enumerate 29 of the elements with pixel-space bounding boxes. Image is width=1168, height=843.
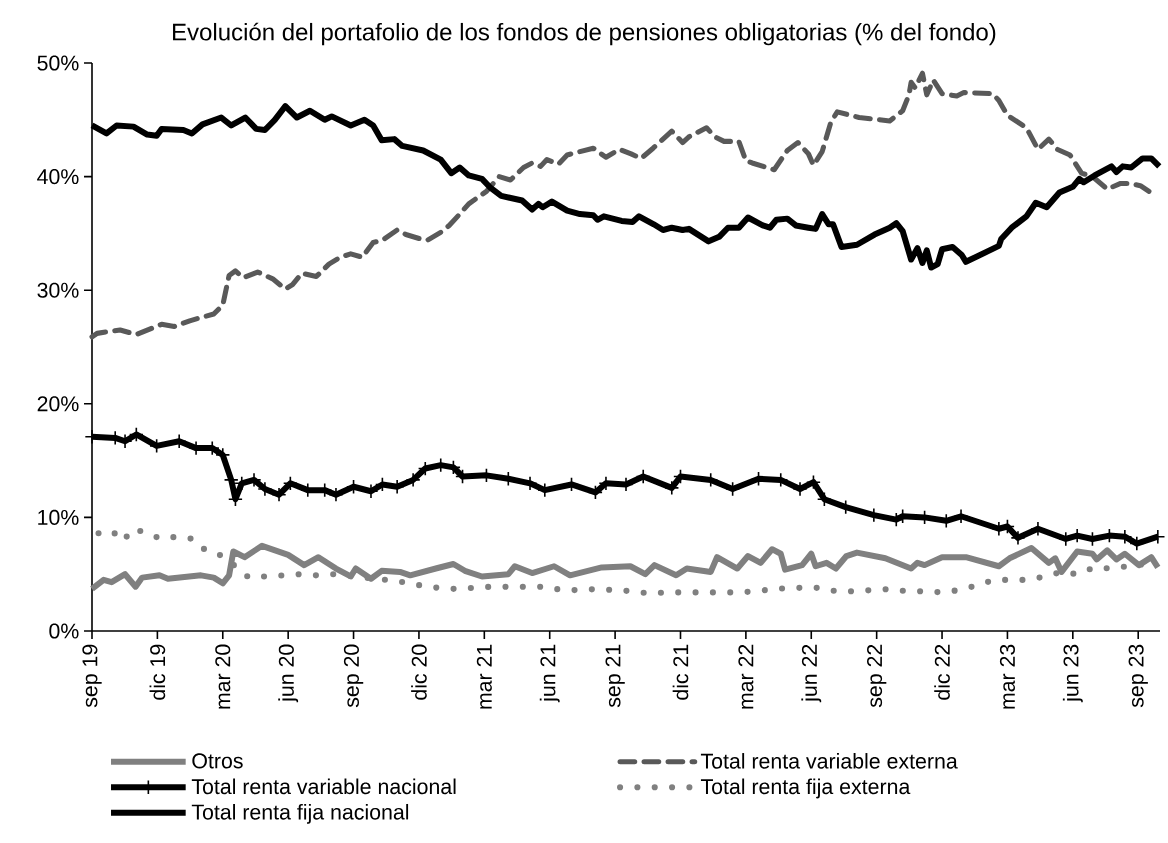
y-tick-label: 30% xyxy=(37,282,79,298)
y-tick-label: 50% xyxy=(37,55,79,71)
y-tick-label: 20% xyxy=(37,396,79,412)
y-tick-label: 40% xyxy=(37,169,79,185)
legend-label: Total renta fija externa xyxy=(700,778,911,799)
legend-label: Total renta fija nacional xyxy=(191,803,409,824)
x-tick-label: dic 21 xyxy=(672,644,689,700)
x-tick-label: sep 22 xyxy=(867,644,887,708)
x-tick-label: sep 19 xyxy=(82,644,102,708)
x-tick-label: sep 21 xyxy=(605,644,625,708)
x-tick-label: mar 22 xyxy=(738,644,754,709)
x-tick-label: dic 22 xyxy=(934,644,950,700)
x-tick-label: dic 19 xyxy=(149,644,166,700)
x-tick-label: jun 21 xyxy=(539,644,560,703)
chart-title: Evolución del portafolio de los fondos de pensiones obligatorias (% del fondo) xyxy=(173,22,996,46)
x-tick-label: dic 20 xyxy=(411,644,427,700)
legend-label: Otros xyxy=(192,753,243,769)
x-tick-label: sep 23 xyxy=(1128,644,1148,708)
y-tick-label: 0% xyxy=(49,623,79,639)
y-tick-label: 10% xyxy=(38,509,79,525)
x-tick-label: jun 23 xyxy=(1062,644,1083,703)
x-tick-label: jun 22 xyxy=(801,644,822,703)
x-tick-label: mar 23 xyxy=(999,644,1015,709)
x-tick-label: mar 21 xyxy=(476,644,492,709)
legend-label: Total renta variable externa xyxy=(700,753,958,769)
x-tick-label: mar 20 xyxy=(215,644,231,709)
x-tick-label: sep 20 xyxy=(343,644,364,708)
legend-label: Total renta variable nacional xyxy=(191,778,456,795)
x-tick-label: jun 20 xyxy=(278,644,299,703)
